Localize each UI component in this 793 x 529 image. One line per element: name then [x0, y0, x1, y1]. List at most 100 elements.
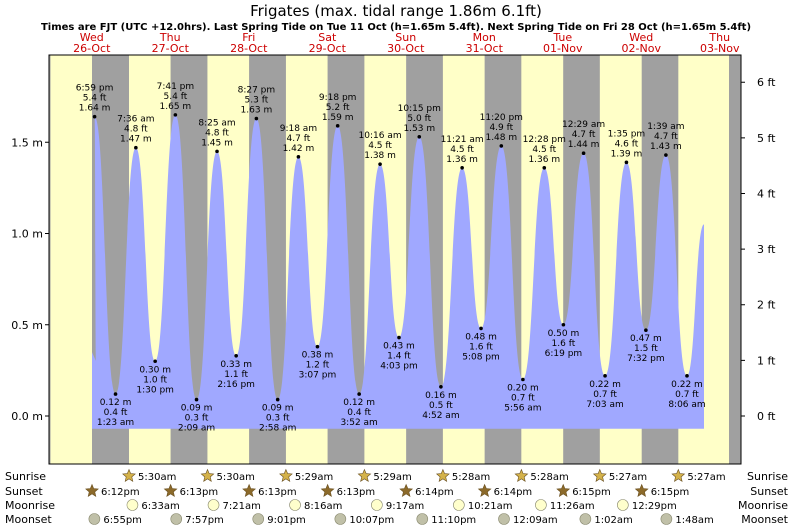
sunrise-icon — [592, 468, 607, 482]
tide-point — [357, 392, 361, 396]
tide-point — [561, 322, 566, 327]
sunset-row-label-right: Sunset — [750, 485, 788, 498]
sunrise-icon — [122, 468, 136, 482]
tide-label-time: 3:07 pm — [299, 371, 337, 381]
tide-label-time: 10:16 am — [359, 131, 402, 141]
tide-label-time: 10:15 pm — [398, 104, 441, 114]
sunrise-row-label-left: Sunrise — [5, 470, 46, 483]
tide-label-ft: 0.3 ft — [185, 414, 209, 424]
tide-label-m: 0.50 m — [548, 329, 580, 339]
y-right-tick-label: 1 ft — [757, 354, 776, 367]
sunrise-time: 5:28am — [530, 472, 568, 483]
tide-label-m: 0.33 m — [220, 360, 252, 370]
day-header-dow: Mon — [473, 31, 496, 44]
day-header-dow: Thu — [159, 31, 181, 44]
tide-label-time: 6:59 pm — [76, 84, 114, 94]
moonset-icon — [170, 513, 183, 525]
day-header-dow: Wed — [80, 31, 104, 44]
moonset-time: 10:07pm — [349, 515, 394, 525]
tide-point — [397, 335, 401, 340]
moonrise-row-label-left: Moonrise — [5, 499, 55, 512]
tide-label-ft: 1.5 ft — [634, 344, 658, 354]
day-header-dow: Fri — [242, 31, 255, 44]
tide-label-m: 0.22 m — [589, 380, 621, 390]
tide-label-time: 3:52 am — [340, 418, 377, 428]
moonset-icon — [660, 513, 673, 525]
tide-point — [521, 377, 525, 382]
day-header-date: 27-Oct — [152, 42, 190, 55]
tide-label-m: 0.48 m — [465, 332, 497, 342]
y-right-tick-label: 3 ft — [757, 243, 776, 256]
tide-label-ft: 1.6 ft — [469, 342, 493, 352]
tide-label-ft: 5.3 ft — [245, 96, 269, 106]
sunset-time: 6:14pm — [494, 487, 533, 498]
tide-point — [92, 114, 97, 119]
tide-label-ft: 4.9 ft — [489, 123, 513, 133]
plot-frame — [48, 54, 742, 465]
tide-label-ft: 1.2 ft — [306, 361, 330, 371]
day-header-date: 28-Oct — [230, 42, 268, 55]
tide-point — [664, 153, 668, 157]
tide-point — [439, 385, 443, 389]
tide-label-ft: 5.4 ft — [164, 92, 188, 102]
night-band — [729, 55, 741, 464]
tide-point — [194, 397, 199, 402]
tide-label-time: 11:21 am — [441, 135, 484, 145]
sunset-time: 6:13pm — [337, 487, 376, 498]
moonrise-icon — [126, 499, 139, 511]
sunrise-icon — [514, 468, 529, 482]
sunrise-time: 5:30am — [216, 472, 254, 483]
moonrise-icon — [207, 499, 220, 511]
sunset-time: 6:15pm — [572, 487, 611, 498]
tide-label-time: 2:09 am — [178, 424, 215, 434]
tide-label-time: 6:19 pm — [545, 349, 583, 359]
sunset-icon — [163, 483, 178, 497]
sunrise-time: 5:30am — [138, 472, 176, 483]
y-left-tick-label: 1.0 m — [11, 228, 43, 241]
tide-label-time: 11:20 pm — [480, 113, 523, 123]
tide-label-time: 4:03 pm — [380, 362, 418, 372]
tide-label-time: 8:06 am — [668, 400, 705, 410]
tide-point — [644, 328, 648, 333]
tide-label-time: 5:56 am — [504, 404, 541, 414]
tide-label-time: 7:32 pm — [627, 354, 665, 364]
tide-label-m: 1.65 m — [160, 102, 192, 112]
tide-label-ft: 1.1 ft — [224, 370, 248, 380]
tide-label-ft: 0.3 ft — [266, 414, 290, 424]
moonset-time: 11:10pm — [431, 515, 476, 525]
moonset-time: 6:55pm — [103, 515, 142, 525]
tide-label-m: 0.38 m — [302, 351, 334, 361]
y-left-tick-label: 1.5 m — [11, 136, 43, 149]
tide-label-ft: 4.6 ft — [615, 139, 639, 149]
moonrise-time: 8:16am — [304, 501, 342, 512]
tide-label-time: 12:28 pm — [523, 135, 566, 145]
moonrise-icon — [453, 499, 465, 511]
tide-label-m: 1.36 m — [528, 155, 560, 165]
moonrise-time: 12:29pm — [632, 501, 677, 512]
moonset-time: 9:01pm — [267, 515, 306, 525]
chart-title: Frigates (max. tidal range 1.86m 6.1ft) — [250, 2, 542, 20]
tide-label-m: 0.09 m — [262, 404, 294, 414]
sunset-row-label-left: Sunset — [5, 485, 43, 498]
tide-point — [542, 166, 547, 170]
tide-label-time: 9:18 pm — [319, 93, 357, 103]
y-left-tick-label: 0.5 m — [11, 319, 43, 332]
tide-label-time: 8:25 am — [198, 118, 235, 128]
sunrise-time: 5:29am — [295, 472, 333, 483]
sunset-icon — [85, 483, 99, 497]
tide-point — [499, 144, 504, 148]
tide-label-m: 0.22 m — [671, 380, 703, 390]
day-header-date: 01-Nov — [543, 42, 583, 55]
tide-label-time: 8:27 pm — [238, 86, 276, 96]
tide-point — [173, 113, 178, 117]
tide-label-m: 1.48 m — [485, 133, 517, 143]
moonrise-icon — [617, 499, 629, 511]
moonrise-time: 6:33am — [141, 501, 179, 512]
tide-label-m: 0.12 m — [343, 398, 375, 408]
moonset-row-label-left: Moonset — [5, 513, 52, 525]
moonset-time: 1:48am — [675, 515, 713, 525]
tide-label-ft: 5.4 ft — [83, 94, 107, 104]
tide-point — [581, 151, 586, 155]
tide-label-m: 0.09 m — [181, 404, 213, 414]
